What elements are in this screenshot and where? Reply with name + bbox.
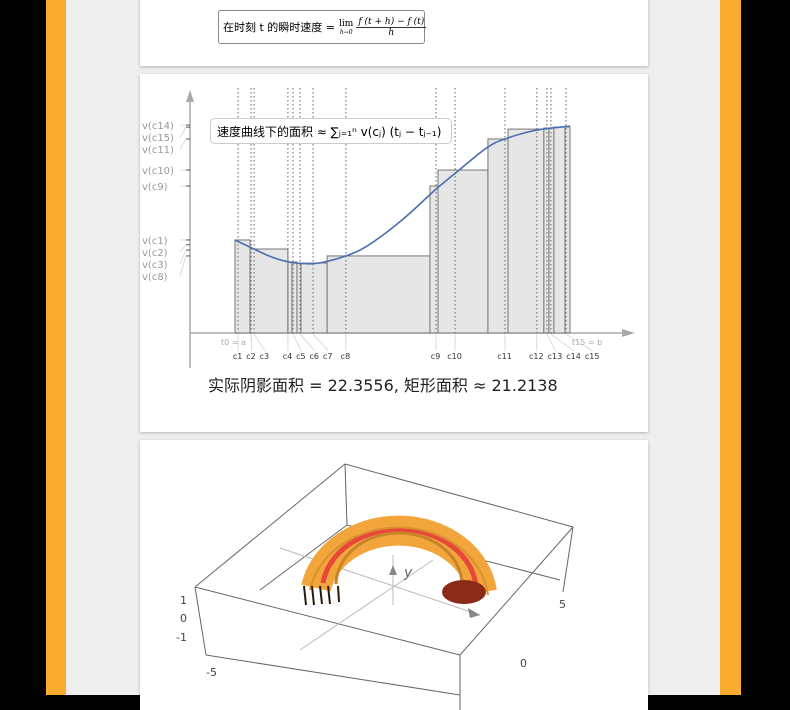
z-tick: 0	[180, 612, 187, 625]
right-frame	[720, 0, 741, 695]
sample-point-label: c14	[566, 352, 581, 361]
riemann-rectangle	[250, 249, 288, 333]
riemann-rectangle	[430, 186, 438, 333]
sample-point-label: c3	[260, 352, 270, 361]
annotation-box: 速度曲线下的面积 ≈ ∑ⱼ₌₁ⁿ v(cⱼ) (tⱼ − tⱼ₋₁)	[210, 118, 452, 144]
riemann-rectangle	[327, 256, 430, 333]
sample-point-label: c2	[246, 352, 256, 361]
formula-label: 在时刻 t 的瞬时速度 =	[223, 19, 335, 35]
x-axis-arrow-icon	[622, 329, 635, 337]
z-axis-arrow-icon	[389, 565, 397, 575]
area-approximation-text: 速度曲线下的面积 ≈ ∑ⱼ₌₁ⁿ v(cⱼ) (tⱼ − tⱼ₋₁)	[217, 123, 441, 140]
y-tick-label: v(c11)	[142, 145, 174, 156]
sample-point-label: c15	[585, 352, 600, 361]
x-tick-label-end: t15 = b	[572, 338, 602, 347]
half-torus	[304, 528, 488, 605]
z-tick: -1	[176, 631, 187, 644]
y-tick-leader	[180, 127, 186, 137]
y-axis-arrow-icon	[186, 90, 194, 102]
sample-point-label: c8	[341, 352, 351, 361]
sample-point-label: c1	[233, 352, 243, 361]
sample-point-label: c7	[323, 352, 333, 361]
riemann-rectangle	[235, 240, 250, 333]
sample-point-label: c13	[548, 352, 563, 361]
y-tick-leader	[180, 250, 186, 264]
sample-point-label: c5	[296, 352, 306, 361]
area-result: 实际阴影面积 = 22.3556, 矩形面积 ≈ 21.2138	[208, 372, 558, 396]
y-tick-label: v(c15)	[142, 133, 174, 144]
riemann-rectangle	[544, 128, 549, 333]
lim-subscript: h→0	[340, 29, 353, 36]
y-tick-label: v(c9)	[142, 182, 168, 193]
denominator: h	[388, 28, 394, 38]
riemann-rectangle	[508, 129, 544, 333]
y-tick: 0	[520, 657, 527, 670]
y-tick-label: v(c2)	[142, 248, 168, 259]
sample-point-label: c9	[431, 352, 441, 361]
bounding-box	[195, 464, 573, 710]
sample-point-label: c4	[283, 352, 293, 361]
y-axis-label: y	[403, 565, 413, 581]
y-tick-label: v(c3)	[142, 260, 168, 271]
x-tick-label-start: t0 = a	[221, 338, 246, 347]
y-tick: 5	[559, 598, 566, 611]
y-tick-label: v(c14)	[142, 121, 174, 132]
riemann-rectangle	[288, 262, 292, 333]
sample-label-leader	[300, 334, 315, 351]
lim-text: lim	[339, 19, 353, 29]
riemann-rectangle	[549, 128, 554, 333]
y-tick-label: v(c10)	[142, 166, 174, 177]
riemann-rectangle	[554, 127, 565, 333]
sample-label-leader	[293, 334, 301, 351]
limit: lim h→0	[339, 19, 353, 36]
riemann-rectangle	[297, 263, 301, 333]
numerator: f (t + h) − f (t)	[356, 17, 426, 28]
riemann-rectangle	[438, 170, 488, 333]
y-tick-leader	[180, 245, 186, 252]
y-tick-leader	[180, 256, 186, 276]
riemann-rectangle	[565, 127, 570, 333]
y-tick-label: v(c1)	[142, 236, 168, 247]
x-axis-arrow-icon	[468, 608, 480, 618]
sample-label-leader	[254, 334, 265, 351]
sample-label-leader	[313, 334, 328, 351]
x-tick: -5	[206, 666, 217, 679]
3d-plot-card: y 1 0 -1 -5 5 0	[140, 440, 648, 710]
content-area: 在时刻 t 的瞬时速度 = lim h→0 f (t + h) − f (t) …	[66, 0, 720, 695]
sample-point-label: c6	[310, 352, 320, 361]
y-tick-label: v(c8)	[142, 272, 168, 283]
y-tick-leader	[180, 139, 186, 149]
z-tick: 1	[180, 594, 187, 607]
sample-point-label: c11	[497, 352, 512, 361]
3d-half-torus-plot: y 1 0 -1 -5 5 0	[140, 440, 648, 710]
sample-point-label: c12	[529, 352, 544, 361]
instantaneous-velocity-formula: 在时刻 t 的瞬时速度 = lim h→0 f (t + h) − f (t) …	[218, 10, 425, 44]
left-frame	[46, 0, 66, 695]
sample-point-label: c10	[447, 352, 462, 361]
riemann-rectangle	[301, 263, 327, 333]
fraction: f (t + h) − f (t) h	[356, 17, 426, 38]
formula-card: 在时刻 t 的瞬时速度 = lim h→0 f (t + h) − f (t) …	[140, 0, 648, 66]
